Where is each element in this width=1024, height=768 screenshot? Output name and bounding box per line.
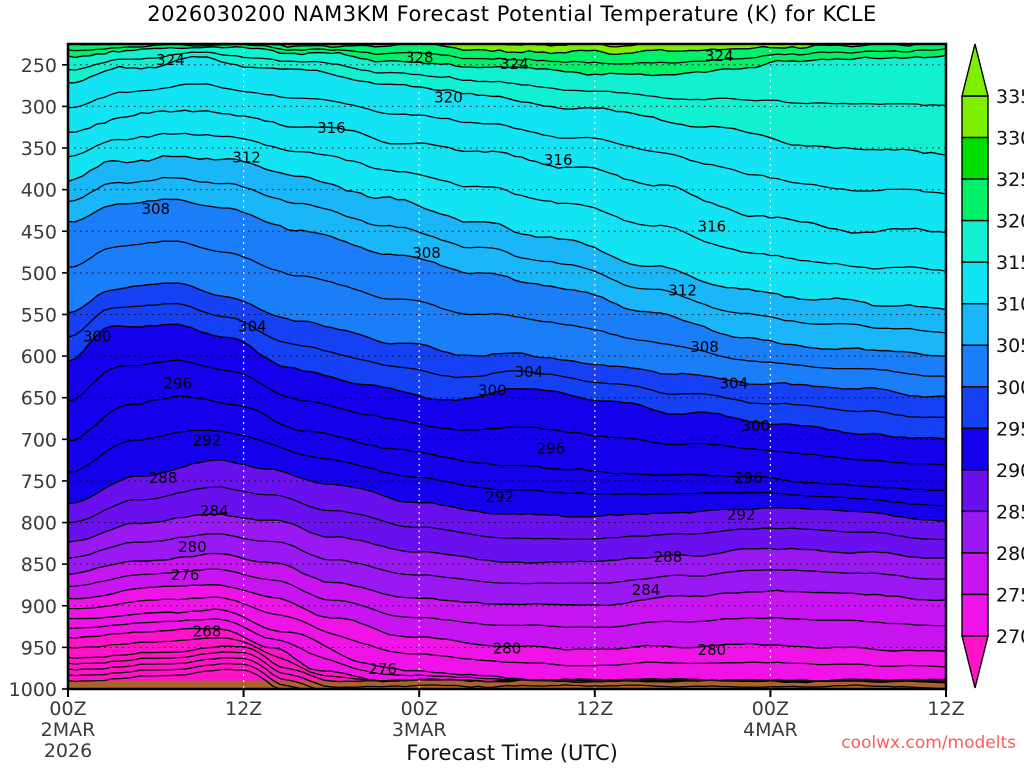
plot-frame [66, 42, 948, 691]
contour-label: 292 [193, 431, 222, 449]
date-tick-label: 4MAR [743, 719, 798, 741]
contour-label: 324 [705, 47, 734, 65]
isentrope-value-labels: 324 328 324 324 320 316 312 316 308 316 308 312 304 3… [83, 47, 770, 678]
pressure-tick-label: 500 [21, 263, 57, 285]
time-tick-label: 00Z [401, 698, 438, 720]
pressure-tick-label: 850 [21, 554, 57, 576]
contour-label: 284 [200, 502, 229, 520]
page-title: 2026030200 NAM3KM Forecast Potential Tem… [147, 2, 877, 26]
colorbar-tick-label: 275 [996, 584, 1024, 606]
pressure-tick-label: 250 [21, 55, 57, 77]
watermark: coolwx.com/modelts [841, 733, 1016, 753]
pressure-tick-label: 750 [21, 471, 57, 493]
contour-label: 296 [734, 469, 763, 487]
contour-label: 312 [232, 148, 261, 166]
colorbar-tick-label: 310 [996, 294, 1024, 316]
contour-label: 296 [163, 375, 192, 393]
pressure-tick-label: 800 [21, 513, 57, 535]
contour-label: 328 [405, 48, 434, 66]
contour-label: 316 [544, 151, 573, 169]
pressure-tick-label: 900 [21, 596, 57, 618]
grid-lines [68, 44, 946, 689]
contour-label: 308 [141, 200, 170, 218]
time-tick-label: 12Z [225, 698, 262, 720]
colorbar-tick-label: 320 [996, 211, 1024, 233]
colorbar-tick-label: 280 [996, 543, 1024, 565]
contour-label: 296 [537, 440, 566, 458]
contour-label: 320 [434, 88, 463, 106]
contour-label: 308 [690, 338, 719, 356]
terrain-band [68, 680, 946, 689]
colorbar-tick-label: 285 [996, 501, 1024, 523]
pressure-tick-label: 1000 [9, 679, 57, 701]
colorbar-tick-label: 290 [996, 460, 1024, 482]
pressure-tick-label: 550 [21, 304, 57, 326]
xaxis-title: Forecast Time (UTC) [406, 741, 618, 765]
contour-label: 280 [698, 641, 727, 659]
filled-contour-bands [68, 44, 946, 689]
contour-label: 324 [500, 55, 529, 73]
contour-label: 276 [368, 660, 397, 678]
pressure-axis: 250 300 350 400 450 500 550 600 650 700 750 800 850 9… [9, 55, 68, 701]
contour-label: 276 [171, 566, 200, 584]
pressure-tick-label: 650 [21, 388, 57, 410]
contour-label: 308 [412, 244, 441, 262]
pressure-tick-label: 450 [21, 221, 57, 243]
contour-label: 292 [727, 506, 756, 524]
contour-label: 288 [149, 469, 178, 487]
pressure-tick-label: 700 [21, 429, 57, 451]
contour-label: 288 [654, 548, 683, 566]
isentrope-contour-lines [68, 44, 946, 689]
contour-label: 304 [238, 317, 267, 335]
contour-label: 280 [178, 538, 207, 556]
date-tick-label: 3MAR [392, 719, 447, 741]
contour-label: 304 [515, 363, 544, 381]
pressure-tick-label: 300 [21, 96, 57, 118]
time-tick-label: 12Z [927, 698, 964, 720]
time-tick-label: 00Z [752, 698, 789, 720]
colorbar-tick-label: 330 [996, 128, 1024, 150]
contour-label: 300 [741, 417, 770, 435]
colorbar: 335 330 325 320 315 310 305 300 295 290 285 280 275 2… [961, 43, 1024, 689]
contour-label: 292 [485, 488, 514, 506]
colorbar-tick-label: 315 [996, 252, 1024, 274]
contour-label: 312 [668, 282, 697, 300]
contour-label: 280 [493, 639, 522, 657]
contour-label: 300 [478, 381, 507, 399]
contour-label: 268 [193, 623, 222, 641]
time-tick-label: 12Z [576, 698, 613, 720]
contour-label: 284 [632, 581, 661, 599]
pressure-tick-label: 350 [21, 138, 57, 160]
colorbar-tick-label: 270 [996, 626, 1024, 648]
colorbar-tick-label: 305 [996, 335, 1024, 357]
date-tick-label: 2MAR [41, 719, 96, 741]
contour-label: 316 [698, 217, 727, 235]
pressure-tick-label: 400 [21, 180, 57, 202]
colorbar-tick-label: 325 [996, 169, 1024, 191]
colorbar-tick-label: 295 [996, 418, 1024, 440]
year-tick-label: 2026 [44, 740, 92, 762]
contour-label: 300 [83, 327, 112, 345]
time-tick-label: 00Z [49, 698, 86, 720]
pressure-tick-label: 600 [21, 346, 57, 368]
contour-label: 304 [719, 375, 748, 393]
colorbar-tick-label: 300 [996, 377, 1024, 399]
colorbar-tick-label: 335 [996, 86, 1024, 108]
contour-label: 316 [317, 119, 346, 137]
pressure-tick-label: 950 [21, 637, 57, 659]
contour-label: 324 [156, 51, 185, 69]
